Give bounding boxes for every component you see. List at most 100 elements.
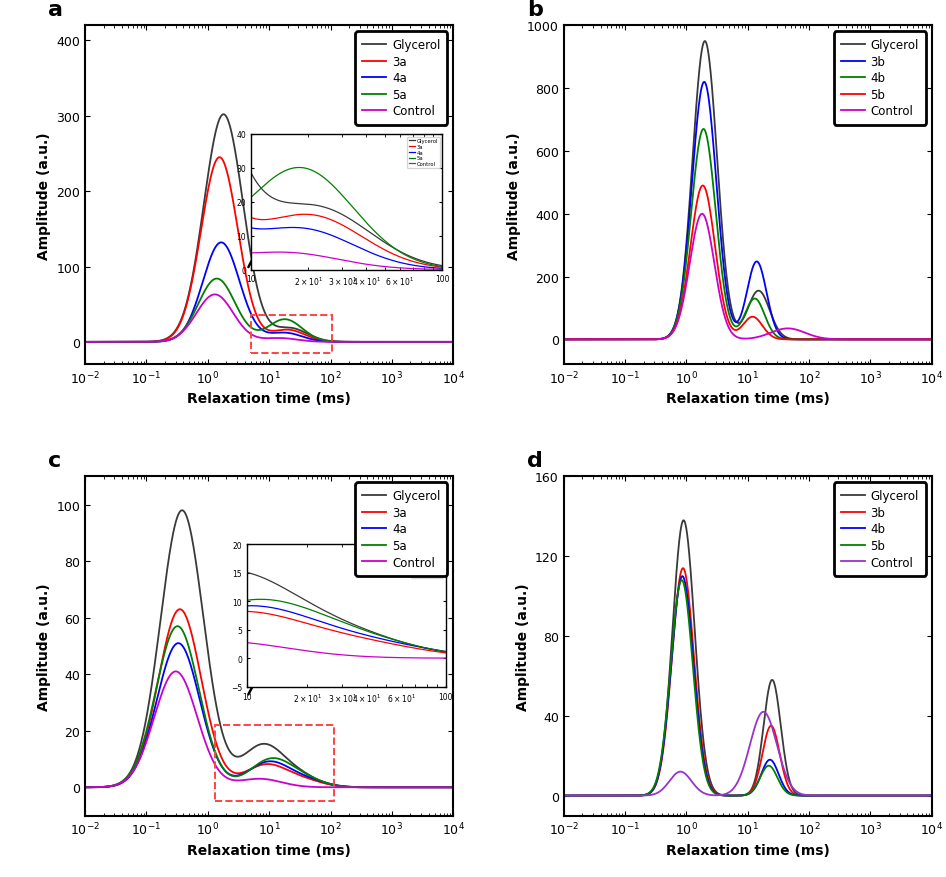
Control <box>919 335 930 346</box>
3a <box>214 153 225 163</box>
Control <box>79 782 91 793</box>
Line: 3a: 3a <box>85 610 453 788</box>
5b <box>600 335 611 346</box>
Control <box>441 782 452 793</box>
4b <box>926 790 937 801</box>
4a <box>447 782 459 793</box>
3b <box>698 77 710 88</box>
Line: 5b: 5b <box>564 581 932 795</box>
5a <box>143 716 154 726</box>
5b <box>919 335 930 346</box>
Control <box>622 335 633 346</box>
Line: Glycerol: Glycerol <box>85 510 453 788</box>
5a <box>79 782 91 793</box>
5a <box>236 312 248 323</box>
5b <box>558 335 569 346</box>
3b <box>919 335 930 346</box>
3b <box>600 335 611 346</box>
Line: 4a: 4a <box>85 644 453 788</box>
Line: 5b: 5b <box>564 186 932 340</box>
4a <box>121 774 132 784</box>
Line: Control: Control <box>564 215 932 340</box>
5b <box>926 790 937 801</box>
3a <box>121 774 132 784</box>
3a <box>174 604 185 615</box>
Control <box>220 298 232 309</box>
Control <box>715 790 727 801</box>
5a <box>447 782 459 793</box>
Glycerol <box>401 338 412 348</box>
Control <box>880 335 891 346</box>
4b <box>698 125 710 135</box>
Line: 4b: 4b <box>564 130 932 340</box>
Control <box>220 773 232 783</box>
Glycerol <box>79 338 91 348</box>
Control <box>699 788 710 799</box>
3b <box>558 790 569 801</box>
4b <box>558 790 569 801</box>
Control <box>926 790 937 801</box>
3b <box>715 790 727 801</box>
4b <box>699 763 710 774</box>
3b <box>919 790 930 801</box>
Text: d: d <box>527 450 543 470</box>
Glycerol <box>919 790 930 801</box>
Control <box>558 790 569 801</box>
4a <box>143 337 154 347</box>
Glycerol <box>447 338 459 348</box>
Glycerol <box>926 790 937 801</box>
Control <box>600 335 611 346</box>
Line: 3a: 3a <box>85 158 453 343</box>
4b <box>926 335 937 346</box>
Glycerol <box>558 335 569 346</box>
5a <box>172 621 184 631</box>
Control <box>121 338 132 348</box>
3b <box>600 790 611 801</box>
Glycerol <box>600 335 611 346</box>
Control <box>699 213 710 224</box>
3b <box>926 790 937 801</box>
3b <box>715 233 727 244</box>
Glycerol <box>919 335 930 346</box>
Glycerol <box>699 37 710 47</box>
4b <box>600 790 611 801</box>
Control <box>79 338 91 348</box>
4b <box>600 335 611 346</box>
3a <box>220 165 232 175</box>
X-axis label: Relaxation time (ms): Relaxation time (ms) <box>187 392 351 406</box>
Control <box>401 782 412 793</box>
Glycerol <box>236 194 248 204</box>
Control <box>919 790 930 801</box>
Glycerol <box>220 739 232 750</box>
5b <box>558 790 569 801</box>
Glycerol <box>715 789 727 800</box>
3b <box>880 335 891 346</box>
3a <box>441 782 452 793</box>
5b <box>676 575 688 586</box>
5b <box>919 790 930 801</box>
5a <box>79 338 91 348</box>
3a <box>447 782 459 793</box>
4a <box>441 338 452 348</box>
Glycerol <box>699 37 710 47</box>
3a <box>441 338 452 348</box>
Y-axis label: Amplitude (a.u.): Amplitude (a.u.) <box>507 132 521 260</box>
4a <box>143 725 154 736</box>
Text: c: c <box>48 450 61 470</box>
Line: Glycerol: Glycerol <box>564 521 932 795</box>
4b <box>715 258 727 268</box>
5b <box>715 283 727 294</box>
Line: 4a: 4a <box>85 243 453 343</box>
5b <box>926 335 937 346</box>
Control <box>441 338 452 348</box>
4b <box>880 335 891 346</box>
4b <box>699 126 710 137</box>
3a <box>447 338 459 348</box>
Control <box>600 790 611 801</box>
Glycerol <box>121 338 132 348</box>
Glycerol <box>441 338 452 348</box>
4b <box>558 335 569 346</box>
4b <box>919 790 930 801</box>
Glycerol <box>926 335 937 346</box>
Glycerol <box>143 337 154 347</box>
